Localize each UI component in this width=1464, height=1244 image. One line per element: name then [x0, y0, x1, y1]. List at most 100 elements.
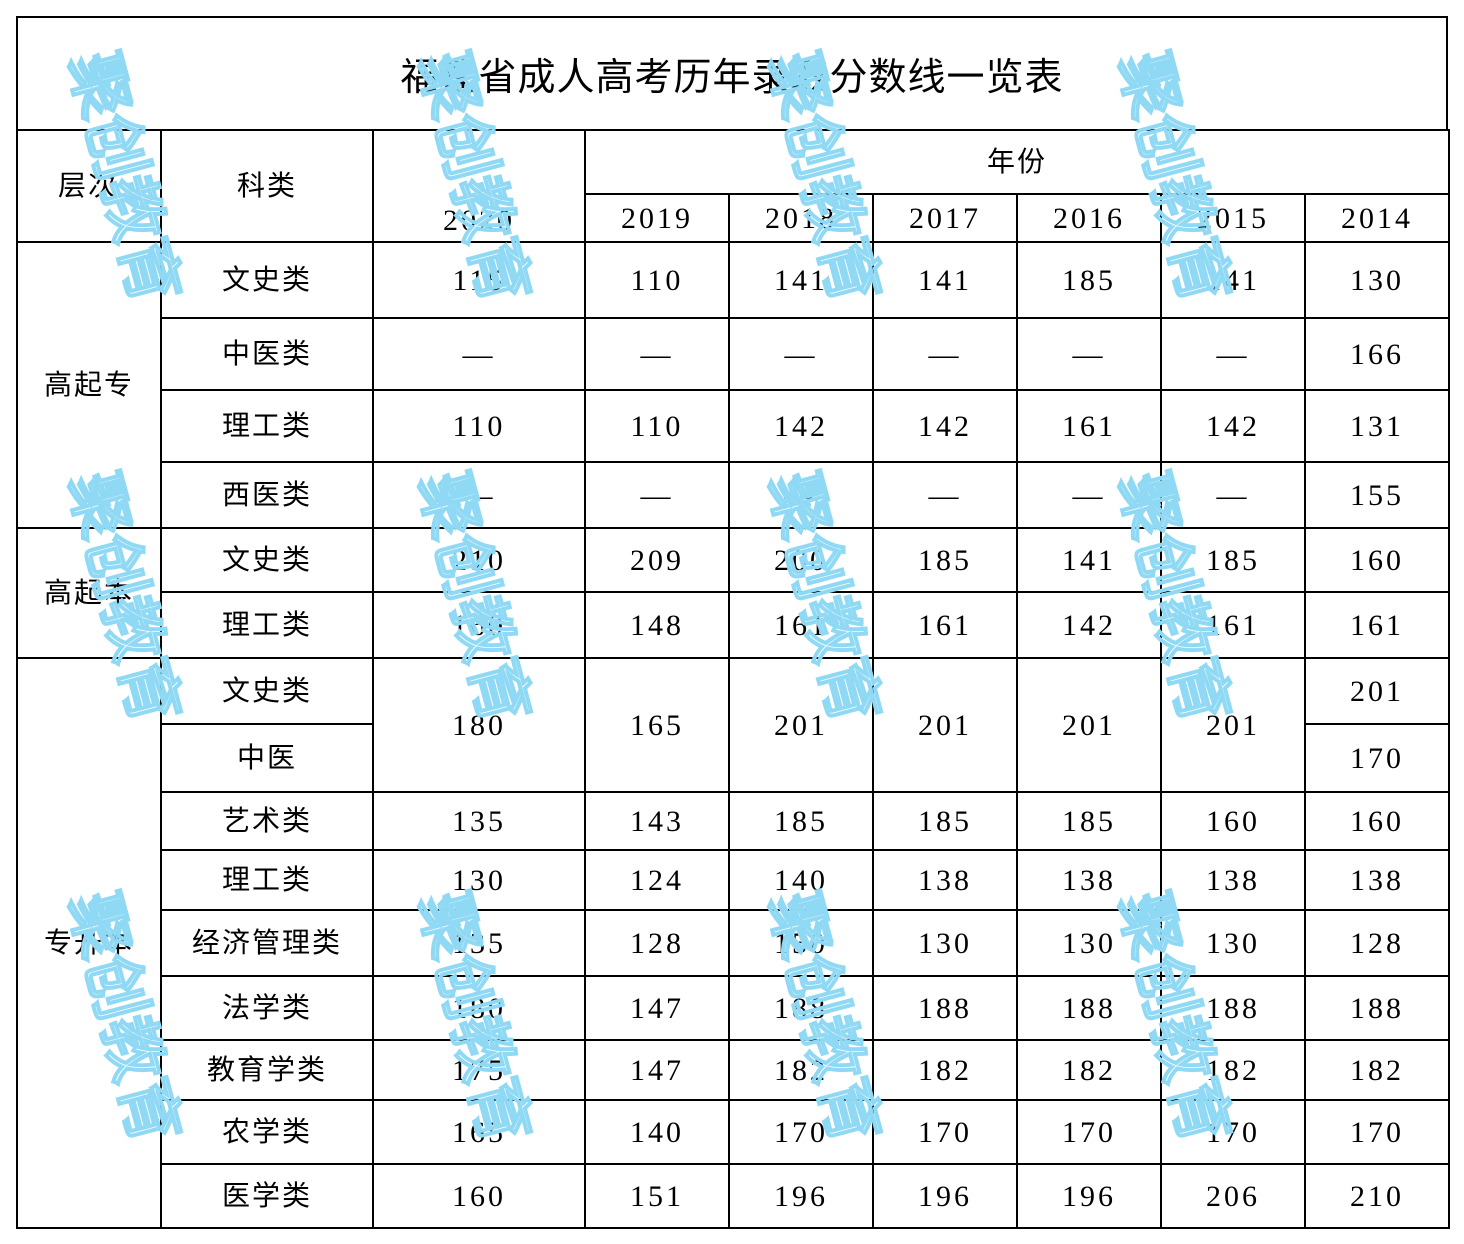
score-cell: 128	[1303, 909, 1451, 977]
score-cell: 185	[1160, 527, 1306, 593]
score-cell: 196	[872, 1163, 1018, 1229]
score-cell: 196	[728, 1163, 874, 1229]
score-cell: 161	[728, 591, 874, 659]
score-cell: 115	[372, 241, 586, 319]
score-cell: —	[872, 317, 1018, 391]
score-cell: 188	[872, 975, 1018, 1041]
score-cell: 185	[1016, 791, 1162, 851]
score-cell: 124	[584, 849, 730, 911]
table-row: 中医类 — — — — — —166	[17, 317, 1451, 391]
score-cell: 135	[372, 791, 586, 851]
score-cell: 185	[872, 791, 1018, 851]
score-cell: 161	[1303, 591, 1451, 659]
score-cell: 140	[584, 1099, 730, 1165]
score-cell: 165	[372, 1099, 586, 1165]
score-cell: 130	[372, 849, 586, 911]
score-cell: 180	[372, 975, 586, 1041]
score-cell: 138	[1160, 849, 1306, 911]
score-cell: 138	[1303, 849, 1451, 911]
subject-cell: 理工类	[160, 389, 374, 463]
header-level: 层次	[16, 129, 162, 243]
score-cell: 128	[584, 909, 730, 977]
table-row: 中医 170	[17, 723, 1451, 793]
table-row: 西医类 — — — — — —155	[17, 461, 1451, 529]
table-row: 经济管理类 135 128 150 130 130 130 128	[17, 909, 1451, 977]
score-cell: 160	[372, 591, 586, 659]
score-cell: 155	[1303, 461, 1451, 529]
score-cell: 130	[1303, 241, 1451, 319]
subject-cell: 理工类	[160, 591, 374, 659]
score-cell: 182	[1016, 1039, 1162, 1101]
table-row: 理工类 130 124 140 138 138 138 138	[17, 849, 1451, 911]
score-cell: 147	[584, 1039, 730, 1101]
score-cell: 160	[1303, 791, 1451, 851]
subject-cell: 医学类	[160, 1163, 374, 1229]
score-cell: 161	[872, 591, 1018, 659]
table-row: 理工类 110 110 142 142 161 142 131	[17, 389, 1451, 463]
score-cell: 188	[1016, 975, 1162, 1041]
score-cell: 161	[1016, 389, 1162, 463]
score-cell: 161	[1160, 591, 1306, 659]
subject-cell: 西医类	[160, 461, 374, 529]
header-subject: 科类	[160, 129, 374, 243]
score-cell: 140	[728, 849, 874, 911]
score-cell: 142	[728, 389, 874, 463]
score-cell: 135	[372, 909, 586, 977]
score-cell: 110	[584, 389, 730, 463]
score-cell: 188	[728, 975, 874, 1041]
subject-cell: 文史类	[160, 241, 374, 319]
score-cell: —	[584, 461, 730, 529]
subject-cell: 农学类	[160, 1099, 374, 1165]
score-cell: 185	[1016, 241, 1162, 319]
score-cell: 141	[1160, 241, 1306, 319]
score-cell: 160	[1303, 527, 1451, 593]
score-cell: —	[372, 317, 586, 391]
score-cell: —	[728, 317, 874, 391]
subject-cell: 理工类	[160, 849, 374, 911]
score-cell: 206	[1160, 1163, 1306, 1229]
subject-cell: 法学类	[160, 975, 374, 1041]
score-cell: 170	[1016, 1099, 1162, 1165]
score-cell: 185	[728, 791, 874, 851]
table-row: 医学类 160 151 196 196 196 206 210	[17, 1163, 1451, 1229]
score-cell: 188	[1160, 975, 1306, 1041]
score-cell: —	[1016, 317, 1162, 391]
score-cell: 201	[1303, 657, 1451, 725]
header-year-2020: 2020	[372, 129, 586, 243]
score-cell: 185	[872, 527, 1018, 593]
score-cell: —	[372, 461, 586, 529]
score-cell: 201	[1160, 657, 1306, 793]
score-cell: 143	[584, 791, 730, 851]
score-cell: 170	[1160, 1099, 1306, 1165]
group-gqz: 高起专	[16, 241, 162, 529]
subject-cell: 经济管理类	[160, 909, 374, 977]
score-cell: 141	[728, 241, 874, 319]
subject-cell: 文史类	[160, 657, 374, 725]
score-cell: 200	[728, 527, 874, 593]
subject-cell: 文史类	[160, 527, 374, 593]
subject-cell: 艺术类	[160, 791, 374, 851]
header-year-2015: 2015	[1160, 193, 1306, 243]
group-gqb: 高起本	[16, 527, 162, 659]
score-cell: 141	[1016, 527, 1162, 593]
score-cell: 182	[872, 1039, 1018, 1101]
score-cell: 170	[728, 1099, 874, 1165]
header-year-2016: 2016	[1016, 193, 1162, 243]
header-year-group: 年份	[583, 129, 1451, 195]
score-cell: 142	[1160, 389, 1306, 463]
subject-cell: 中医类	[160, 317, 374, 391]
score-cell: 110	[372, 389, 586, 463]
score-cell: 201	[728, 657, 874, 793]
header-year-2018: 2018	[728, 193, 874, 243]
score-cell: —	[1160, 317, 1306, 391]
table-row: 艺术类 135 143 185 185 185 160 160	[17, 791, 1451, 851]
table-row: 高起专 文史类 115 110 141 141 185 141 130	[16, 241, 1451, 529]
score-cell: 196	[1016, 1163, 1162, 1229]
score-cell: 210	[1303, 1163, 1451, 1229]
score-cell: 147	[584, 975, 730, 1041]
score-cell: 201	[1016, 657, 1162, 793]
score-cell: 138	[872, 849, 1018, 911]
score-cell: 142	[872, 389, 1018, 463]
table-row: 教育学类 175 147 182 182 182 182 182	[17, 1039, 1451, 1101]
score-cell: 130	[872, 909, 1018, 977]
